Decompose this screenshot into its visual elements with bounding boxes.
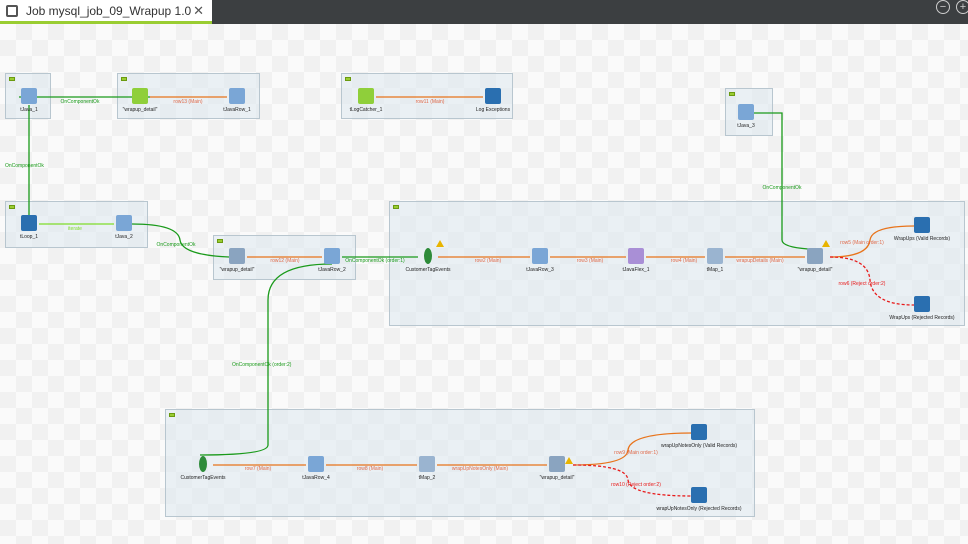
log-catcher-icon [358,88,374,104]
component-label: WrapUps (Rejected Records) [889,315,955,321]
connection-label: row11 (Main) [416,99,445,105]
mongodb-icon [424,248,432,264]
loop-icon [21,215,37,231]
java-row-icon [324,248,340,264]
connection-main[interactable] [572,432,693,466]
subjob-collapse-toggle[interactable] [345,77,351,81]
add-icon[interactable]: + [956,0,968,14]
warning-icon [822,240,830,247]
java-icon [21,88,37,104]
close-tab-icon[interactable]: ✕ [193,2,204,18]
subjob[interactable] [165,409,755,517]
connection-label: wrapupDetails (Main) [736,258,784,264]
connection-label: row3 (Main) [577,258,604,264]
job-icon [6,4,18,17]
mongodb-icon [199,456,207,472]
connection-label: OnComponentOk (order:1) [345,258,405,264]
connections-layer: OnComponentOk row13 (Main) row11 (Main) OnC… [5,96,915,497]
component-label: tJava_1 [20,107,38,113]
connection-label: row6 (Reject order:2) [839,281,886,287]
connection-reject[interactable] [829,256,915,306]
component-label: tLoop_1 [19,234,39,240]
subjob-collapse-toggle[interactable] [9,77,15,81]
java-flex-icon [628,248,644,264]
component-label: tLogCatcher_1 [349,107,383,113]
component-label: tMap_2 [418,475,436,481]
component-label: tJava_2 [115,234,133,240]
connection-label: row13 (Main) [173,99,203,105]
warning-icon [436,240,444,247]
db-input-icon [132,88,148,104]
subjob-collapse-toggle[interactable] [9,205,15,209]
subjob[interactable] [5,73,51,119]
component-label: "wrapup_detail" [122,107,158,113]
component-label: wrapUpNotesOnly (Rejected Records) [656,506,742,512]
component-label: tJavaRow_1 [223,107,251,113]
connection-label: row12 (Main) [270,258,300,264]
java-row-icon [308,456,324,472]
connection-main[interactable] [829,225,915,258]
log-row-icon [485,88,501,104]
component-label: "wrapup_detail" [219,267,255,273]
java-row-icon [229,88,245,104]
component-label: "wrapup_detail" [539,475,575,481]
subjob[interactable] [389,201,965,326]
component-label: tMap_1 [706,267,724,273]
db-output-icon [807,248,823,264]
connection-label: OnComponentOk [61,99,100,105]
connection-label: OnComponentOk [763,185,802,191]
component-label: "wrapup_detail" [797,267,833,273]
log-row-icon [914,296,930,312]
subjob-collapse-toggle[interactable] [169,413,175,417]
map-icon [419,456,435,472]
log-row-icon [691,487,707,503]
java-icon [116,215,132,231]
java-row-icon [532,248,548,264]
component-label: wrapUpNotesOnly (Valid Records) [660,443,738,449]
connection-trigger[interactable] [131,223,230,258]
connection-label: wrapUpNotesOnly (Main) [452,466,508,472]
component-label: tJavaRow_4 [302,475,330,481]
editor-tab-bar: Job mysql_job_09_Wrapup 1.0 ✕ − + [0,0,968,24]
component-label: WrapUps (Valid Records) [893,236,951,242]
db-input-icon [229,248,245,264]
connection-label: row9 (Main order:1) [614,450,658,456]
connection-trigger[interactable] [199,263,333,456]
warning-icon [565,457,573,464]
log-row-icon [914,217,930,233]
map-icon [707,248,723,264]
component-label: tJavaRow_3 [526,267,554,273]
connection-label: iterate [68,226,82,232]
job-tab[interactable]: Job mysql_job_09_Wrapup 1.0 ✕ [0,0,212,24]
job-tab-title: Job mysql_job_09_Wrapup 1.0 [26,3,192,18]
component-label: tJava_3 [737,123,755,129]
connection-label: OnComponentOk [157,242,196,248]
subjob-collapse-toggle[interactable] [121,77,127,81]
connection-label: OnComponentOk (order:2) [232,362,292,368]
job-designer-canvas[interactable]: OnComponentOk row13 (Main) row11 (Main) OnC… [0,24,968,544]
subjob-collapse-toggle[interactable] [729,92,735,96]
db-output-icon [549,456,565,472]
connection-trigger[interactable] [754,112,809,250]
connection-label: row4 (Main) [671,258,698,264]
java-icon [738,104,754,120]
component-label: tJavaRow_2 [318,267,346,273]
connection-label: OnComponentOk [5,163,44,169]
connection-label: row5 (Main order:1) [840,240,884,246]
log-row-icon [691,424,707,440]
component-label: CustomerTagEvents [180,475,226,481]
component-label: CustomerTagEvents [405,267,451,273]
connection-label: row10 (Reject order:2) [611,482,661,488]
connection-label: row8 (Main) [357,466,384,472]
subjob-collapse-toggle[interactable] [217,239,223,243]
component-label: Log Exceptions [475,107,511,113]
connection-label: row2 (Main) [475,258,502,264]
minimize-icon[interactable]: − [936,0,950,14]
connection-label: row7 (Main) [245,466,272,472]
connection-reject[interactable] [572,464,693,497]
component-label: tJavaFlex_1 [622,267,650,273]
subjob-collapse-toggle[interactable] [393,205,399,209]
